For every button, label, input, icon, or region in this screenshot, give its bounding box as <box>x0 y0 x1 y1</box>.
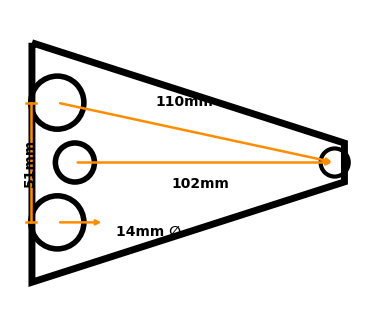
Text: 102mm: 102mm <box>171 177 229 191</box>
Text: 110mm: 110mm <box>155 95 213 109</box>
Text: 14mm ∅: 14mm ∅ <box>116 225 181 239</box>
Text: 51mm: 51mm <box>23 138 37 187</box>
Polygon shape <box>32 43 345 282</box>
